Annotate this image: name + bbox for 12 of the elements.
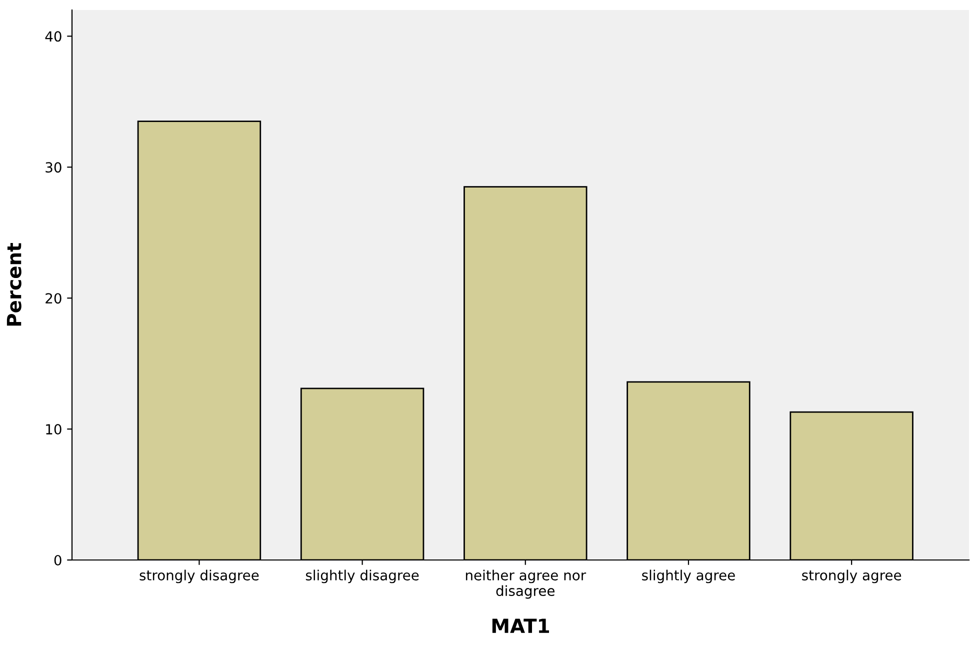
y-tick-label: 20 (46, 293, 62, 304)
y-tick-label: 10 (46, 424, 62, 435)
x-tick-label: slightly agree (642, 570, 735, 584)
x-tick-label: strongly agree (802, 570, 902, 584)
x-tick-label: strongly disagree (140, 570, 259, 584)
y-tick-label: 40 (45, 31, 62, 42)
y-axis-title: Percent (6, 243, 22, 326)
x-tick-label: slightly disagree (306, 570, 419, 584)
x-tick-label: neither agree nor disagree (466, 570, 586, 599)
x-axis-title: MAT1 (492, 618, 550, 633)
y-tick-label: 30 (46, 162, 62, 173)
y-tick-label: 0 (54, 554, 62, 566)
